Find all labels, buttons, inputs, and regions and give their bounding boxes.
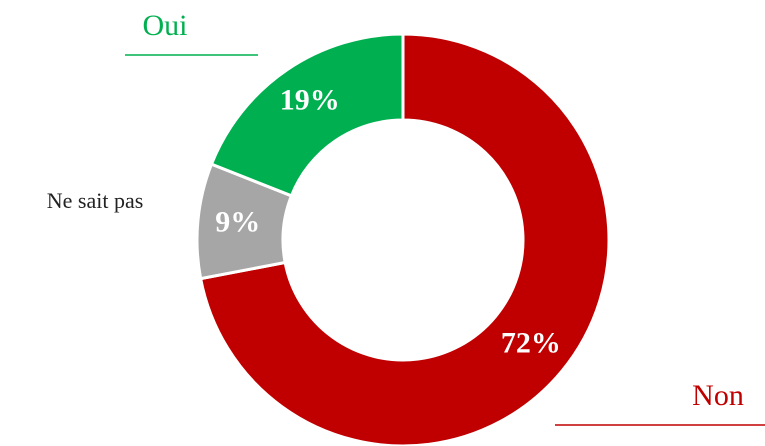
- value-label: 19%: [280, 84, 340, 117]
- donut-segment: [209, 32, 405, 198]
- donut-segment: [198, 32, 611, 446]
- value-label: 9%: [215, 205, 260, 238]
- category-label: Oui: [143, 9, 188, 42]
- value-label: 72%: [501, 327, 561, 360]
- category-label: Ne sait pas: [47, 188, 144, 213]
- category-label: Non: [692, 379, 744, 412]
